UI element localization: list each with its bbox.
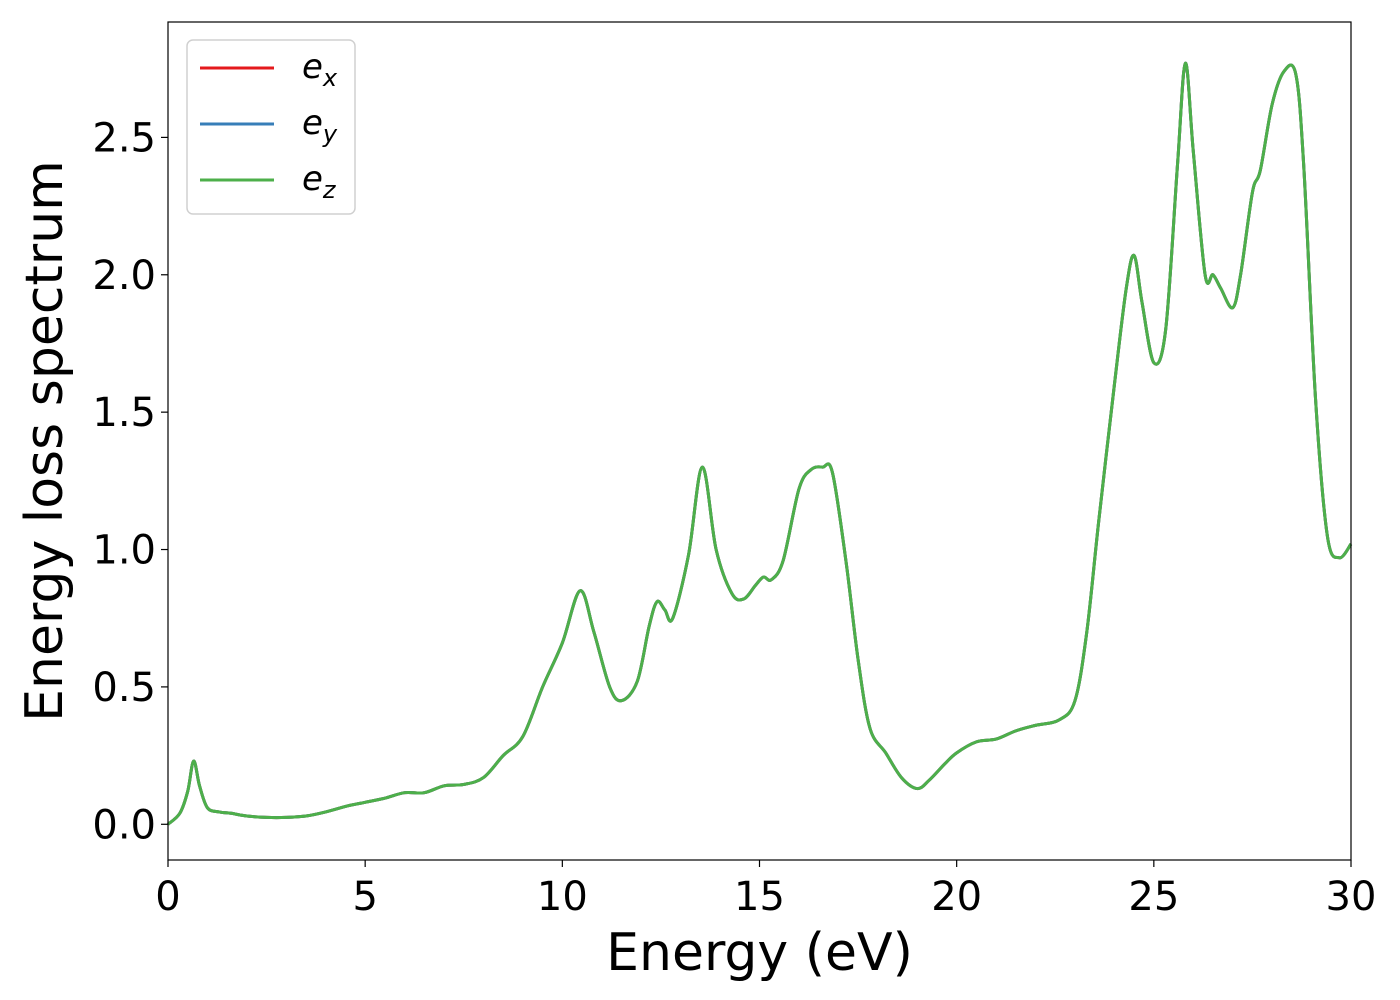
x-tick-label: 20	[931, 874, 982, 920]
y-axis-ticks: 0.0 0.5 1.0 1.5 2.0 2.5	[92, 115, 168, 848]
y-tick-label: 1.0	[92, 528, 156, 574]
x-tick-label: 10	[537, 874, 588, 920]
series-line-ez	[166, 61, 1353, 826]
y-tick-label: 0.5	[92, 665, 156, 711]
y-tick-label: 1.5	[92, 390, 156, 436]
legend-label-ey: ey	[302, 103, 338, 148]
x-axis-label: Energy (eV)	[606, 923, 913, 983]
legend-label-ex: ex	[302, 47, 338, 92]
y-tick-label: 2.0	[92, 253, 156, 299]
legend-box	[186, 39, 356, 215]
y-tick-label: 2.5	[92, 115, 156, 161]
legend-label-ez: ez	[302, 159, 337, 204]
x-tick-label: 30	[1326, 874, 1377, 920]
x-axis-ticks: 0 5 10 15 20 25 30	[155, 860, 1376, 920]
x-tick-label: 0	[155, 874, 180, 920]
x-tick-label: 5	[352, 874, 377, 920]
plot-area	[166, 61, 1353, 826]
legend: ex ey ez	[186, 39, 356, 215]
x-tick-label: 25	[1128, 874, 1179, 920]
x-tick-label: 15	[734, 874, 785, 920]
y-axis-label: Energy loss spectrum	[15, 160, 75, 722]
y-tick-label: 0.0	[92, 802, 156, 848]
plot-frame	[167, 21, 1352, 861]
